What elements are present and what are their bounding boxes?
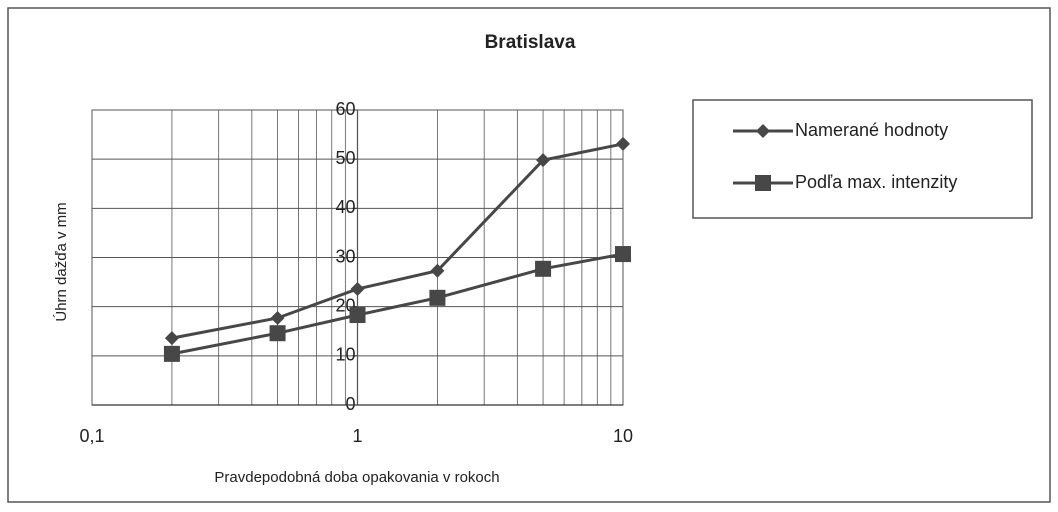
marker-diamond [536, 153, 551, 168]
legend-label: Podľa max. intenzity [795, 172, 957, 192]
marker-square [755, 175, 771, 191]
y-tick-label: 0 [345, 394, 355, 414]
marker-diamond [756, 124, 770, 138]
legend-box [692, 99, 1033, 219]
y-tick-label: 10 [335, 345, 355, 365]
legend-label: Namerané hodnoty [795, 120, 948, 140]
marker-diamond [616, 136, 630, 151]
marker-square [429, 289, 446, 306]
marker-diamond [350, 281, 365, 296]
x-tick-label: 1 [352, 426, 362, 446]
series-line [171, 142, 624, 340]
marker-square [163, 345, 180, 362]
y-tick-label: 30 [335, 246, 355, 266]
x-tick-label: 10 [613, 426, 633, 446]
y-tick-label: 50 [335, 148, 355, 168]
y-tick-label: 60 [335, 99, 355, 119]
marker-square [269, 325, 286, 342]
x-tick-label: 0,1 [79, 426, 104, 446]
x-axis-label: Pravdepodobná doba opakovania v rokoch [214, 469, 499, 486]
marker-square [349, 307, 366, 324]
series-line [171, 252, 624, 356]
marker-square [535, 260, 552, 277]
y-tick-label: 40 [335, 197, 355, 217]
marker-square [615, 246, 631, 263]
chart-title: Bratislava [485, 32, 576, 53]
marker-diamond [164, 331, 179, 346]
marker-diamond [270, 310, 285, 325]
y-axis-label: Úhrn dažďa v mm [53, 202, 70, 321]
marker-diamond [430, 263, 445, 278]
